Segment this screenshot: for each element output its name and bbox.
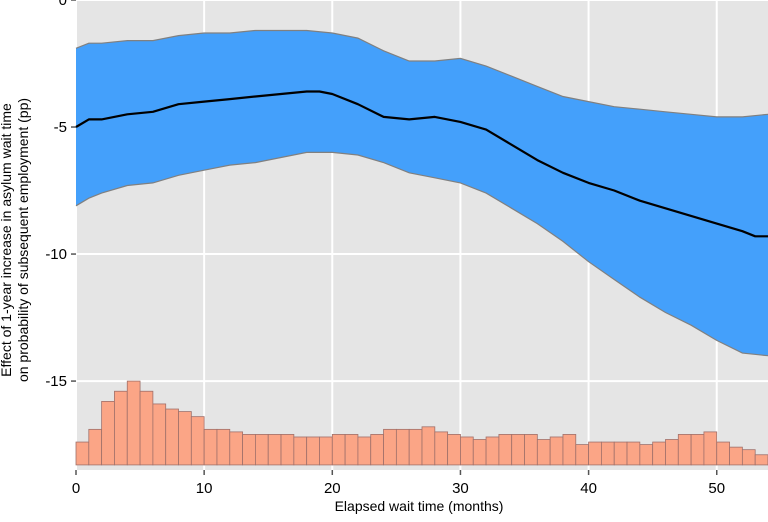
y-axis-label-line-1: Effect of 1-year increase in asylum wait…	[0, 103, 14, 377]
histogram-bar	[383, 428, 397, 466]
histogram-bar	[408, 428, 423, 466]
histogram-bar	[357, 436, 372, 466]
histogram-bar	[126, 380, 141, 466]
ribbon-area	[76, 30, 768, 356]
effect-line	[75, 90, 768, 238]
histogram-bar	[729, 446, 743, 466]
histogram-bar	[395, 428, 410, 466]
histogram-bar	[165, 408, 179, 466]
histogram-bar	[344, 434, 359, 466]
confidence-ribbon	[75, 29, 768, 357]
y-tick-label: -5	[54, 119, 67, 136]
histogram-bar	[447, 434, 461, 466]
y-tick-label: -10	[45, 246, 67, 263]
histogram-bar	[370, 434, 384, 466]
histogram-bar	[575, 444, 589, 466]
histogram-bar	[665, 439, 679, 466]
histogram-bar	[267, 434, 282, 466]
y-tick-label: 0	[59, 0, 67, 9]
x-tick-label: 10	[196, 480, 213, 497]
histogram-bar	[229, 431, 243, 466]
axis-ticks: 0 10 20 30 40 50 0 -5 -10 -15	[45, 0, 725, 497]
histogram-bar	[626, 441, 641, 466]
x-tick-label: 50	[708, 480, 725, 497]
x-tick-label: 0	[72, 480, 80, 497]
histogram-bar	[524, 434, 538, 466]
x-tick-label: 30	[452, 480, 469, 497]
histogram-bar	[203, 428, 218, 466]
histogram-bar	[652, 441, 666, 466]
histogram-bar	[613, 441, 628, 466]
histogram-bar	[511, 434, 525, 466]
histogram-bar	[677, 434, 692, 466]
histogram-bar	[293, 436, 308, 466]
histogram-bar	[536, 439, 551, 466]
histogram-bar	[75, 441, 90, 466]
histogram-bar	[549, 436, 564, 466]
ribbon-lower-edge	[75, 151, 768, 357]
histogram-bar	[485, 436, 500, 466]
histogram-bar	[562, 434, 577, 466]
histogram-bar	[178, 411, 192, 466]
histogram-bar	[242, 434, 256, 466]
histogram-bar	[690, 434, 705, 466]
x-axis-label: Elapsed wait time (months)	[335, 498, 504, 514]
histogram-bar	[190, 416, 205, 466]
histogram	[75, 380, 768, 466]
histogram-bar	[331, 434, 346, 466]
histogram-bar	[139, 390, 154, 466]
ribbon-upper-edge	[75, 29, 768, 118]
histogram-bar	[472, 439, 487, 466]
y-tick-label: -15	[45, 373, 67, 390]
histogram-bar	[498, 434, 513, 466]
y-axis-label-line-2: on probability of subsequent employment …	[15, 98, 31, 382]
x-tick-label: 20	[324, 480, 341, 497]
histogram-bar	[319, 436, 333, 466]
x-tick-label: 40	[580, 480, 597, 497]
histogram-bar	[601, 441, 615, 466]
histogram-bar	[152, 403, 167, 466]
histogram-bar	[101, 401, 115, 466]
histogram-bar	[741, 449, 756, 466]
histogram-bar	[280, 434, 295, 466]
histogram-bar	[88, 428, 103, 466]
histogram-bar	[216, 428, 231, 466]
histogram-bar	[754, 454, 768, 466]
histogram-bar	[460, 436, 474, 466]
histogram-bar	[114, 390, 128, 466]
histogram-bar	[255, 434, 269, 466]
histogram-bar	[421, 426, 436, 466]
histogram-bar	[306, 436, 320, 466]
histogram-bar	[716, 441, 730, 466]
histogram-bar	[434, 431, 449, 466]
histogram-bar	[639, 444, 654, 466]
effect-line-path	[75, 90, 768, 238]
histogram-bar	[588, 441, 602, 466]
histogram-bar	[703, 431, 718, 466]
